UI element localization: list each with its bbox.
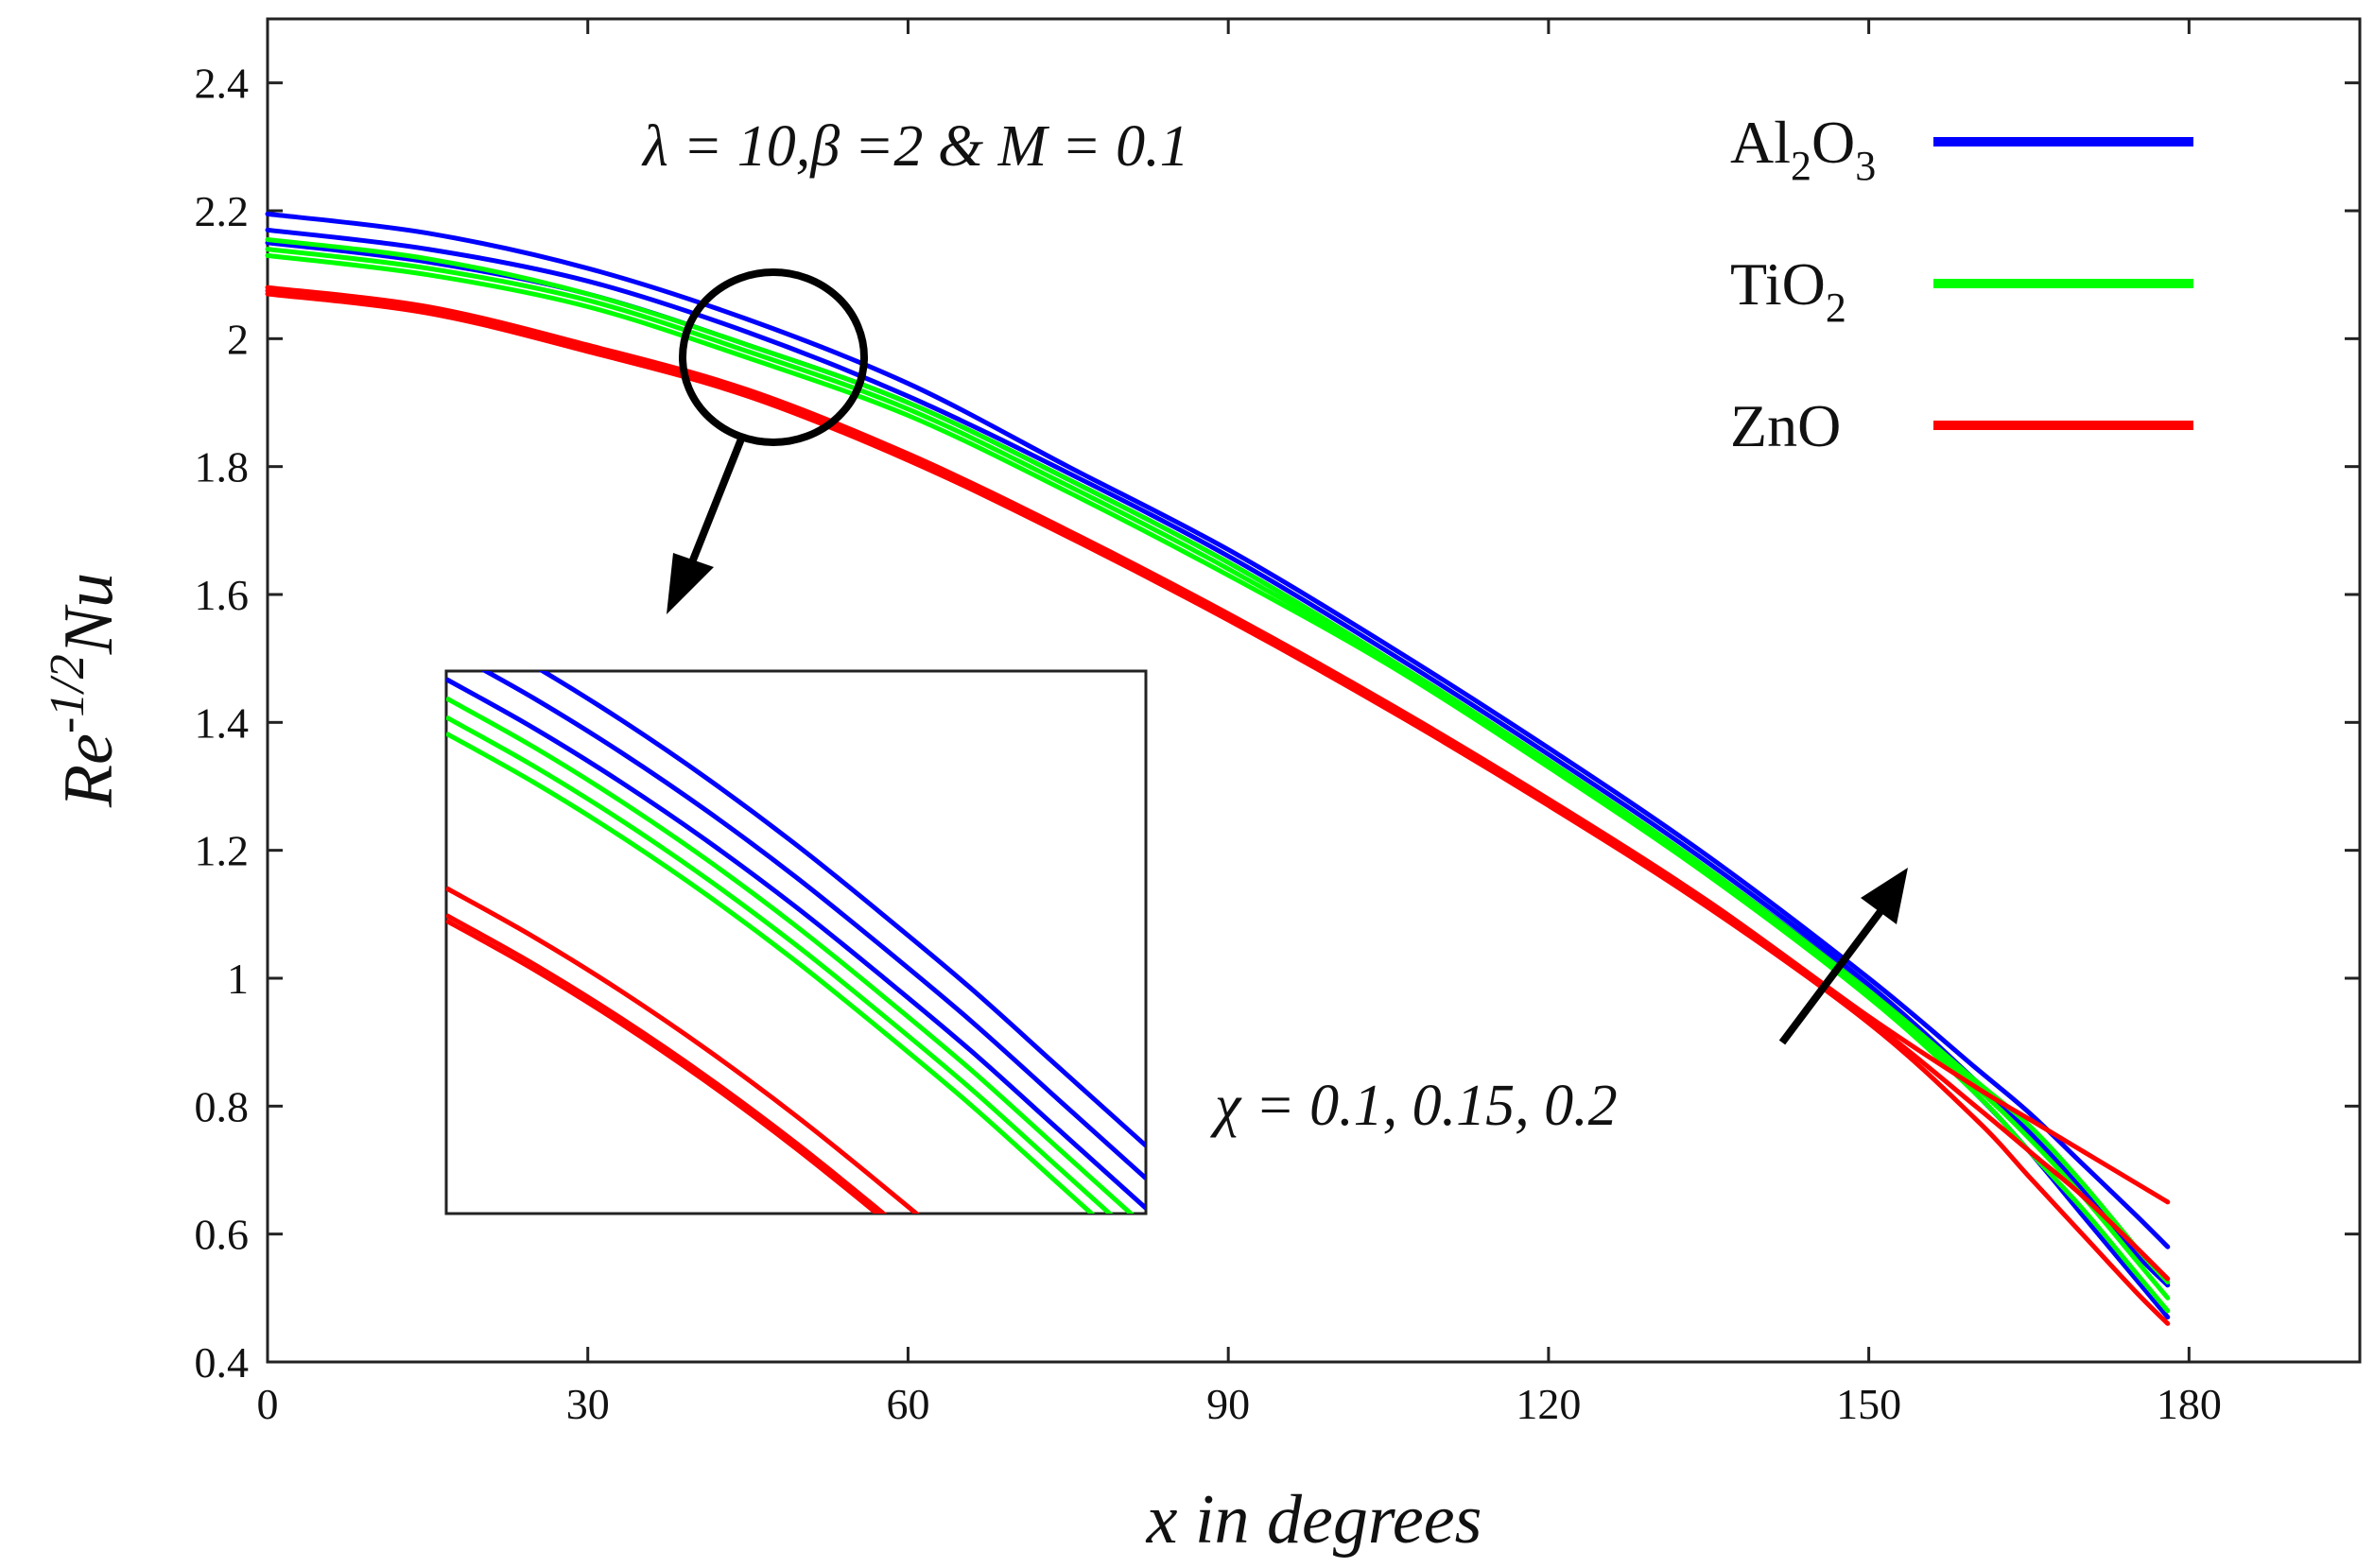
chi-arrow-head [1861, 868, 1908, 924]
x-axis-ticks: 0 30 60 90 120 150 180 [257, 19, 2222, 1428]
y-tick-label: 1.6 [195, 571, 250, 619]
chi-annotation: χ = 0.1, 0.15, 0.2 [1210, 1074, 1618, 1138]
series-line [265, 291, 2171, 1326]
series-line [265, 211, 2171, 1249]
y-axis-title: Re-1/2Nu [41, 573, 128, 808]
y-tick-label: 2.4 [195, 60, 250, 108]
zoom-inset [444, 669, 1148, 1215]
inset-series-line [446, 715, 1114, 1214]
legend-label: ZnO [1730, 392, 1841, 459]
inset-series-line [446, 918, 881, 1214]
x-tick-label: 90 [1206, 1380, 1250, 1428]
legend-label: Al2O3 [1730, 109, 1876, 189]
y-tick-label: 1 [227, 955, 249, 1003]
inset-series-line [538, 671, 1146, 1148]
x-axis-title: x in degrees [1146, 1481, 1482, 1559]
y-tick-label: 2 [227, 315, 249, 363]
zoom-arrow-shaft [686, 435, 746, 569]
plot-frame [266, 17, 2362, 1364]
y-axis-ticks: 0.4 0.6 0.8 1 1.2 1.4 1.6 1.8 2 2.2 2.4 [195, 60, 2360, 1387]
zoom-arrow-head [667, 553, 714, 614]
x-tick-label: 0 [257, 1380, 279, 1428]
y-tick-label: 1.8 [195, 443, 250, 491]
y-tick-label: 1.4 [195, 698, 250, 747]
inset-series-line [446, 731, 1096, 1214]
series-line [265, 284, 2171, 1205]
series-line [265, 227, 2171, 1288]
inset-series-line [480, 671, 1146, 1180]
x-tick-label: 150 [1836, 1380, 1901, 1428]
inset-series-line [446, 696, 1135, 1214]
series-layer [265, 211, 2171, 1326]
legend-label: TiO2 [1730, 250, 1846, 331]
inset-series-line [446, 913, 888, 1214]
x-tick-label: 120 [1516, 1380, 1581, 1428]
series-line [265, 247, 2171, 1301]
chi-arrow-shaft [1778, 907, 1885, 1045]
y-tick-label: 0.6 [195, 1211, 250, 1259]
y-tick-label: 1.2 [195, 827, 250, 875]
legend: Al2O3 TiO2 ZnO [1730, 109, 2193, 459]
series-line [265, 288, 2171, 1282]
zoom-circle [679, 268, 868, 446]
y-tick-label: 2.2 [195, 187, 250, 235]
x-tick-label: 30 [566, 1380, 610, 1428]
inset-series-line [446, 677, 1146, 1211]
y-tick-label: 0.4 [195, 1338, 250, 1387]
parameter-annotation: λ = 10,β =2 & M = 0.1 [641, 114, 1189, 179]
inset-series-line [446, 886, 921, 1214]
y-tick-label: 0.8 [195, 1082, 250, 1130]
x-tick-label: 60 [886, 1380, 929, 1428]
x-tick-label: 180 [2157, 1380, 2222, 1428]
